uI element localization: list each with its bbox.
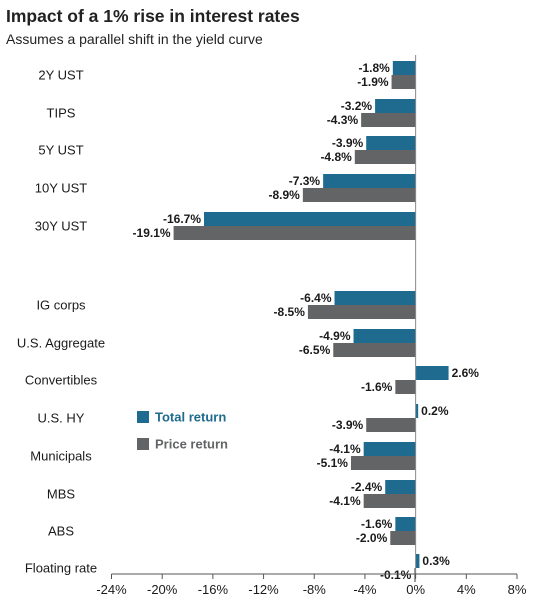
bar-total-return xyxy=(334,291,416,305)
data-label: 2.6% xyxy=(452,366,480,380)
category-label: U.S. HY xyxy=(38,411,85,426)
bar-price-return xyxy=(350,456,416,470)
data-label: -16.7% xyxy=(163,212,201,226)
bar-price-return xyxy=(307,305,416,319)
data-label: -6.5% xyxy=(299,343,331,357)
x-tick-label: -20% xyxy=(147,582,178,597)
data-label: -2.4% xyxy=(351,480,383,494)
legend-swatch xyxy=(137,438,149,450)
data-label: 0.3% xyxy=(422,554,450,568)
category-label: 2Y UST xyxy=(38,68,83,83)
bar-total-return xyxy=(415,366,449,380)
data-label: -1.8% xyxy=(358,61,390,75)
data-label: -8.5% xyxy=(274,305,306,319)
legend-label: Total return xyxy=(155,410,226,425)
bar-total-return xyxy=(204,212,416,226)
x-tick-label: -16% xyxy=(198,582,229,597)
bar-price-return xyxy=(366,418,416,432)
bar-price-return xyxy=(414,568,416,582)
data-label: -4.8% xyxy=(320,150,352,164)
data-label: -1.6% xyxy=(361,380,393,394)
bar-price-return xyxy=(354,150,416,164)
category-label: 10Y UST xyxy=(35,181,88,196)
data-label: -7.3% xyxy=(289,174,321,188)
bar-total-return xyxy=(353,329,416,343)
bar-total-return xyxy=(415,404,419,418)
bar-total-return xyxy=(375,99,416,113)
category-label: MBS xyxy=(47,487,76,502)
data-label: -4.9% xyxy=(319,329,351,343)
data-label: 0.2% xyxy=(421,404,449,418)
data-label: -6.4% xyxy=(300,291,332,305)
bar-price-return xyxy=(302,188,416,202)
data-label: -1.9% xyxy=(357,75,389,89)
bar-total-return xyxy=(323,174,416,188)
data-label: -3.2% xyxy=(341,99,373,113)
legend-swatch xyxy=(137,411,149,423)
category-label: Convertibles xyxy=(25,373,98,388)
category-label: ABS xyxy=(48,524,74,539)
bar-price-return xyxy=(361,113,416,127)
category-label: 30Y UST xyxy=(35,219,88,234)
legend-label: Price return xyxy=(155,437,228,452)
chart-subtitle: Assumes a parallel shift in the yield cu… xyxy=(6,31,263,47)
bar-total-return xyxy=(395,517,416,531)
data-label: -8.9% xyxy=(268,188,300,202)
bar-price-return xyxy=(333,343,416,357)
data-label: -0.1% xyxy=(380,568,412,582)
category-label: 5Y UST xyxy=(38,143,83,158)
x-tick-label: -4% xyxy=(353,582,377,597)
bar-total-return xyxy=(385,480,416,494)
bar-total-return xyxy=(392,61,416,75)
data-label: -3.9% xyxy=(332,136,364,150)
bar-price-return xyxy=(173,226,416,240)
x-tick-label: 8% xyxy=(508,582,527,597)
bar-price-return xyxy=(391,75,416,89)
bar-total-return xyxy=(363,442,416,456)
bar-price-return xyxy=(390,531,416,545)
x-tick-label: -24% xyxy=(96,582,127,597)
data-label: -2.0% xyxy=(356,531,388,545)
category-label: U.S. Aggregate xyxy=(17,336,105,351)
bar-total-return xyxy=(415,554,420,568)
data-label: -19.1% xyxy=(133,226,171,240)
data-label: -1.6% xyxy=(361,517,393,531)
data-label: -3.9% xyxy=(332,418,364,432)
category-label: Municipals xyxy=(30,449,92,464)
category-label: IG corps xyxy=(36,298,86,313)
bar-price-return xyxy=(363,494,416,508)
bar-total-return xyxy=(366,136,416,150)
data-label: -5.1% xyxy=(317,456,349,470)
x-tick-label: 0% xyxy=(406,582,425,597)
chart-title: Impact of a 1% rise in interest rates xyxy=(6,6,300,26)
x-tick-label: -8% xyxy=(303,582,327,597)
bar-price-return xyxy=(395,380,416,394)
x-tick-label: -12% xyxy=(248,582,279,597)
data-label: -4.1% xyxy=(329,494,361,508)
category-label: TIPS xyxy=(47,106,76,121)
x-tick-label: 4% xyxy=(457,582,476,597)
data-label: -4.1% xyxy=(329,442,361,456)
category-label: Floating rate xyxy=(25,561,97,576)
data-label: -4.3% xyxy=(327,113,359,127)
